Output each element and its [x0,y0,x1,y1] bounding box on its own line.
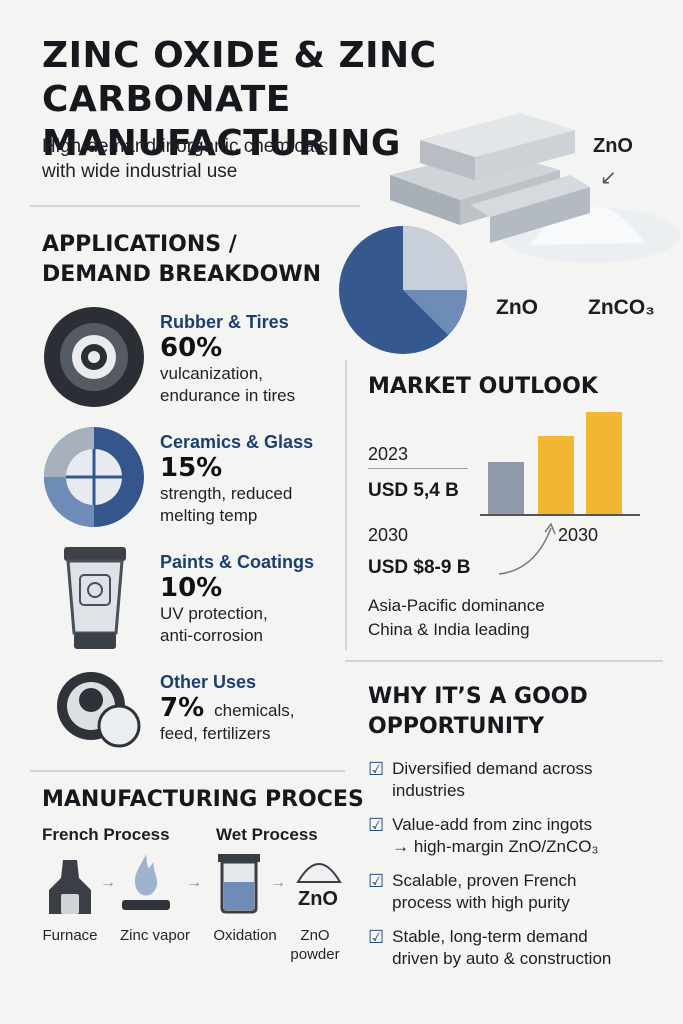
furnace-icon [45,858,95,916]
checkbox-check-icon: ☑ [368,759,385,779]
why-item-line-2: process with high purity [392,893,570,912]
process-zno-label: ZnO [298,888,338,910]
powder-pile-icon [294,852,344,886]
market-note-1: Asia-Pacific dominance [368,596,545,615]
app-desc-1: UV protection, [160,604,268,623]
app-desc-2: anti-corrosion [160,626,263,645]
arrow-right-icon: → [270,874,286,891]
why-item: ☑ Value-add from zinc ingots → high-marg… [368,814,668,858]
step-caption-oxidation: Oxidation [213,927,277,944]
paint-tube-icon [60,545,130,655]
why-item-line-2: industries [392,781,465,800]
app-desc-2: endurance in tires [160,386,296,405]
applications-title-line-1: APPLICATIONS / [42,232,237,257]
why-item-line-1: Stable, long-term demand [392,927,588,946]
step-caption-line-1: ZnO [300,927,330,944]
market-note-2: China & India leading [368,620,530,639]
ceramic-disc-icon [42,425,147,530]
market-value-2023: USD 5,4 B [368,480,459,501]
divider [345,660,663,662]
feed-bowl-icon [55,670,145,750]
why-item-line-2: → high-margin ZnO/ZnCO₃ [392,837,599,856]
beaker-icon [214,852,264,914]
why-title: WHY IT’S A GOOD OPPORTUNITY [368,682,588,742]
checkbox-check-icon: ☑ [368,815,385,835]
app-item-paints: Paints & Coatings 10% UV protection, ant… [160,552,314,647]
title-line-2: MANUFACTURING [42,123,401,164]
why-item-line-1: Scalable, proven French [392,871,577,890]
market-year-2030-right: 2030 [558,525,599,545]
why-title-line-1: WHY IT’S A GOOD [368,684,588,709]
market-title: MARKET OUTLOOK [368,374,598,399]
app-desc-2: feed, fertilizers [160,724,271,743]
divider [30,770,345,772]
vertical-divider [345,360,347,650]
app-name: Ceramics & Glass [160,432,314,452]
market-value-2030: USD $8-9 B [368,557,471,578]
hero-znco3-label: ZnCO₃ [588,296,655,319]
checkbox-check-icon: ☑ [368,871,385,891]
divider [30,205,360,207]
why-item-line-1: Value-add from zinc ingots [392,815,593,834]
why-title-line-2: OPPORTUNITY [368,714,545,739]
growth-arrow-icon [495,520,565,580]
app-desc-1: chemicals, [214,701,295,720]
app-desc-1: vulcanization, [160,364,264,383]
app-desc-1: strength, reduced [160,484,293,503]
market-year-2030-left: 2030 [368,525,409,545]
applications-title-line-2: DEMAND BREAKDOWN [42,262,321,287]
arrow-right-icon: → [186,874,202,891]
process-title: MANUFACTURING PROCES [42,787,364,812]
app-name: Other Uses [160,672,257,692]
why-item: ☑ Stable, long-term demand driven by aut… [368,926,668,970]
zinc-ingots-illustration [380,95,680,265]
why-item-line-1: Diversified demand across [392,759,593,778]
app-percent: 10% [160,573,223,603]
why-item-line-2: driven by auto & construction [392,949,612,968]
title-line-1: ZINC OXIDE & ZINC CARBONATE [42,35,437,120]
step-caption-zinc-vapor: Zinc vapor [119,927,191,944]
app-name: Paints & Coatings [160,552,315,572]
app-item-other: Other Uses 7% chemicals, feed, fertilize… [160,672,340,745]
market-year-2023: 2023 [368,444,409,464]
market-bar-chart [480,410,640,520]
arrow-right-icon: → [100,874,116,891]
subtitle-line-2: with wide industrial use [42,161,238,182]
why-item: ☑ Diversified demand across industries [368,758,668,802]
app-item-ceramics: Ceramics & Glass 15% strength, reduced m… [160,432,313,527]
step-caption-furnace: Furnace [42,927,98,944]
app-percent: 15% [160,453,223,483]
app-desc-2: melting temp [160,506,258,525]
step-caption-zno-powder: ZnO powder [285,926,345,964]
demand-pie-chart [338,225,468,355]
step-caption-line-2: powder [290,946,340,963]
subtitle-line-1: High-demand inorganic chemicals [42,136,329,157]
subtitle: High-demand inorganic chemicals with wid… [42,134,402,184]
checkbox-check-icon: ☑ [368,927,385,947]
french-process-label: French Process [42,825,170,844]
app-item-rubber: Rubber & Tires 60% vulcanization, endura… [160,312,295,407]
wet-process-label: Wet Process [216,825,318,844]
app-percent: 7% [160,693,205,723]
app-name: Rubber & Tires [160,312,289,332]
flame-icon [118,850,174,916]
bar-2030 [586,412,622,514]
divider [368,468,468,469]
app-percent: 60% [160,333,223,363]
hero-zno-label: ZnO [496,296,538,319]
hero-zno-top-label: ZnO [593,135,633,157]
why-item: ☑ Scalable, proven French process with h… [368,870,668,914]
applications-title: APPLICATIONS / DEMAND BREAKDOWN [42,230,321,290]
curved-arrow-icon: ↙ [600,167,617,189]
tire-icon [42,305,147,410]
bar-mid [538,436,574,514]
page-title: ZINC OXIDE & ZINC CARBONATE MANUFACTURIN… [42,34,662,166]
bar-2023 [488,462,524,514]
